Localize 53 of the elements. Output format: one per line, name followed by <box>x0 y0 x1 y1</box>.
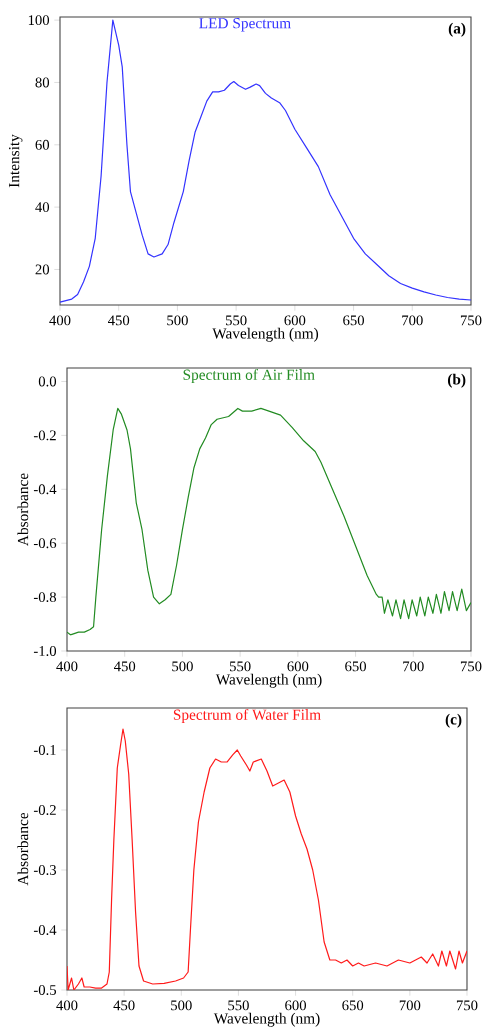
y-tick-label: -0.3 <box>33 865 56 875</box>
y-tick-label: 0.0 <box>38 376 56 387</box>
x-tick-label: 450 <box>107 315 129 326</box>
annotation: (a) <box>448 22 466 37</box>
chart-title: Spectrum of Air Film <box>183 368 315 384</box>
x-tick-label: 650 <box>342 1000 363 1011</box>
x-tick-label: 400 <box>56 1000 78 1011</box>
y-tick-label: 20 <box>35 264 49 275</box>
x-tick-label: 550 <box>229 661 251 672</box>
y-tick-label: 40 <box>35 202 49 213</box>
y-axis-title: Absorbance <box>17 473 28 546</box>
x-tick-label: 600 <box>287 661 309 672</box>
x-tick-label: 750 <box>456 1000 478 1011</box>
x-tick-label: 400 <box>56 661 78 672</box>
x-tick-label: 500 <box>167 315 188 326</box>
y-tick-label: -0.2 <box>33 430 56 441</box>
x-axis-title: Wavelength (nm) <box>215 673 322 688</box>
x-tick-label: 450 <box>113 661 135 672</box>
x-tick-label: 600 <box>284 315 306 326</box>
y-tick-label: -0.6 <box>33 538 56 549</box>
x-tick-label: 550 <box>228 1000 249 1011</box>
y-tick-label: 60 <box>35 139 49 150</box>
x-tick-label: 700 <box>403 661 424 672</box>
y-tick-label: -1.0 <box>33 646 56 656</box>
y-tick-label: 100 <box>28 15 49 26</box>
x-tick-label: 750 <box>460 661 482 672</box>
x-tick-label: 700 <box>399 1000 421 1011</box>
x-tick-label: 650 <box>342 315 364 326</box>
chart-title: LED Spectrum <box>198 18 291 32</box>
y-tick-label: 80 <box>35 77 49 88</box>
y-axis-title: Absorbance <box>17 812 28 886</box>
line-series <box>66 728 467 991</box>
x-tick-label: 700 <box>402 315 423 326</box>
x-tick-label: 750 <box>460 315 482 326</box>
y-tick-label: -0.8 <box>33 592 56 603</box>
y-tick-label: -0.2 <box>33 805 56 815</box>
x-axis-title: Wavelength (nm) <box>212 327 318 342</box>
x-tick-label: 400 <box>49 315 71 326</box>
y-tick-label: -0.5 <box>33 985 56 995</box>
y-tick-label: -0.4 <box>33 925 57 935</box>
x-axis-title: Wavelength (nm) <box>213 1012 320 1027</box>
y-axis-title: Intensity <box>8 134 23 188</box>
x-tick-label: 500 <box>172 661 193 672</box>
chart-title: Spectrum of Water Film <box>173 708 321 724</box>
x-tick-label: 600 <box>284 1000 306 1011</box>
x-tick-label: 450 <box>113 1000 135 1011</box>
x-tick-label: 500 <box>170 1000 192 1011</box>
y-tick-label: -0.1 <box>33 745 56 755</box>
x-tick-label: 650 <box>344 661 366 672</box>
x-tick-label: 550 <box>225 315 247 326</box>
y-tick-label: -0.4 <box>33 484 57 495</box>
annotation: (b) <box>447 373 466 388</box>
annotation: (c) <box>445 713 462 728</box>
